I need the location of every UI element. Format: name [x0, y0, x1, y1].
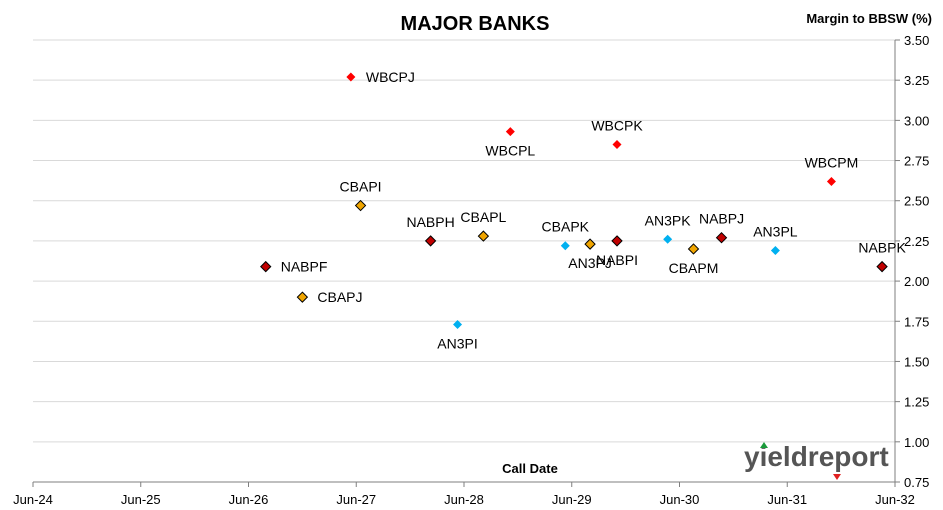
data-point: WBCPK [591, 117, 643, 149]
point-marker [687, 243, 700, 255]
point-marker [354, 199, 367, 212]
x-tick-label: Jun-32 [875, 492, 915, 507]
point-label: NABPF [281, 259, 328, 275]
point-marker [505, 127, 515, 137]
point-label: AN3PI [437, 335, 477, 351]
data-point: NABPJ [699, 211, 744, 244]
y-tick-label: 1.75 [904, 314, 929, 329]
y-axis-label: Margin to BBSW (%) [806, 11, 932, 26]
point-marker [346, 72, 356, 82]
point-marker [477, 230, 490, 242]
logo-text: yieldreport [744, 441, 889, 472]
data-point: CBAPK [542, 219, 590, 251]
x-axis-label: Call Date [502, 461, 558, 476]
x-tick-label: Jun-27 [336, 492, 376, 507]
yieldreport-logo: yieldreport [744, 441, 889, 480]
x-tick-label: Jun-30 [660, 492, 700, 507]
x-tick-label: Jun-31 [767, 492, 807, 507]
y-tick-label: 3.50 [904, 33, 929, 48]
y-tick-label: 1.00 [904, 435, 929, 450]
data-point: NABPF [260, 259, 328, 275]
point-marker [560, 241, 570, 251]
y-tick-label: 3.25 [904, 73, 929, 88]
point-label: AN3PJ [568, 255, 612, 271]
point-marker [453, 319, 463, 329]
y-tick-label: 2.25 [904, 234, 929, 249]
point-label: CBAPM [669, 260, 719, 276]
point-label: NABPH [406, 214, 454, 230]
data-point: CBAPI [340, 179, 382, 212]
point-label: WBCPK [591, 117, 643, 133]
point-label: AN3PK [645, 212, 692, 228]
point-label: NABPK [858, 240, 906, 256]
data-point: AN3PK [645, 212, 692, 244]
point-marker [715, 231, 728, 244]
data-point: AN3PI [437, 319, 478, 351]
point-marker [296, 291, 309, 303]
y-tick-label: 2.50 [904, 194, 929, 209]
logo-up-arrow-icon [760, 442, 768, 448]
data-point: CBAPM [669, 243, 719, 276]
point-label: CBAPJ [317, 289, 362, 305]
point-marker [770, 246, 780, 256]
data-point: WBCPM [805, 154, 859, 186]
point-marker [260, 260, 272, 273]
x-tick-label: Jun-24 [13, 492, 53, 507]
point-label: NABPJ [699, 211, 744, 227]
y-tick-label: 1.25 [904, 395, 929, 410]
y-tick-label: 3.00 [904, 113, 929, 128]
x-axis-ticks: Jun-24 Jun-25 Jun-26 Jun-27 Jun-28 Jun-29 Jun-… [13, 481, 915, 507]
data-point: CBAPJ [296, 289, 363, 305]
point-label: WBCPM [805, 154, 859, 170]
data-point: AN3PJ [568, 238, 612, 271]
logo-down-arrow-icon [833, 474, 841, 480]
x-tick-label: Jun-25 [121, 492, 161, 507]
point-label: CBAPK [542, 219, 590, 235]
point-marker [876, 260, 888, 273]
data-point: CBAPL [460, 209, 507, 242]
y-tick-label: 2.00 [904, 274, 929, 289]
data-points: WBCPJ WBCPL WBCPK WBCPM CBAPI NABPH CBAPL CBAPK… [260, 69, 906, 351]
point-label: NABPI [596, 252, 638, 268]
grid-lines [33, 39, 895, 443]
point-marker [424, 235, 437, 247]
y-axis-ticks: 0.75 1.00 1.25 1.50 1.75 2.00 2.25 2.50 2.75 3.00… [894, 33, 929, 490]
point-label: WBCPJ [366, 69, 415, 85]
data-point: AN3PL [753, 224, 798, 256]
x-tick-label: Jun-29 [552, 492, 592, 507]
point-marker [663, 234, 673, 244]
data-point: NABPH [406, 214, 455, 247]
data-point: WBCPJ [346, 69, 415, 85]
y-tick-label: 0.75 [904, 475, 929, 490]
data-point: NABPK [858, 240, 906, 273]
point-marker [612, 139, 622, 149]
point-label: AN3PL [753, 224, 798, 240]
x-tick-label: Jun-28 [444, 492, 484, 507]
data-point: WBCPL [485, 127, 535, 159]
y-tick-label: 2.75 [904, 154, 929, 169]
point-marker [584, 238, 596, 250]
point-marker [611, 235, 623, 247]
chart-title: MAJOR BANKS [401, 13, 550, 35]
point-label: CBAPL [460, 209, 506, 225]
x-tick-label: Jun-26 [229, 492, 269, 507]
y-tick-label: 1.50 [904, 354, 929, 369]
point-label: CBAPI [340, 179, 382, 195]
data-point: NABPI [596, 235, 638, 268]
point-marker [826, 176, 836, 186]
point-label: WBCPL [485, 143, 535, 159]
